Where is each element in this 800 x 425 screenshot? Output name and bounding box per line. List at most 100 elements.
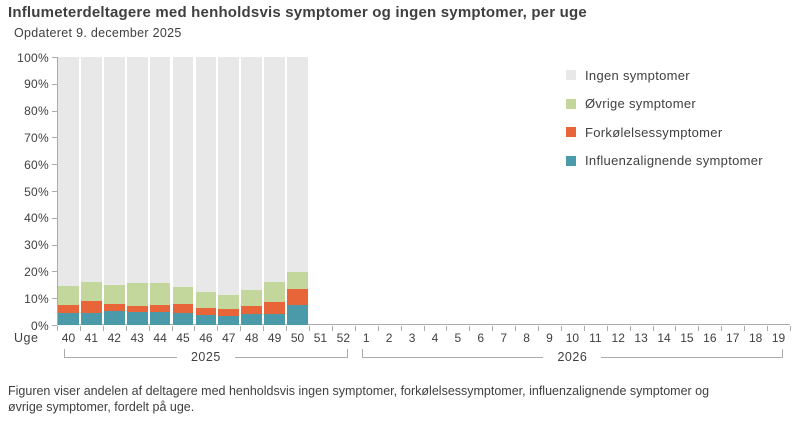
x-tick-label: 44	[153, 331, 167, 345]
legend-item: Ingen symptomer	[566, 67, 763, 83]
x-tick-mark	[652, 326, 654, 331]
x-tick-mark	[606, 326, 608, 331]
x-tick-label: 18	[748, 331, 763, 345]
x-tick-label: 13	[634, 331, 648, 345]
year-group-line	[601, 357, 782, 358]
bar-segment	[149, 283, 171, 305]
bar-segment	[195, 307, 217, 315]
x-tick-mark	[446, 326, 448, 331]
plot-area	[57, 57, 790, 325]
legend-label: Øvrige symptomer	[585, 96, 696, 111]
chart-title: Influmeterdeltagere med henholdsvis symp…	[8, 4, 587, 21]
bar-segment	[81, 312, 102, 325]
y-tick-label: 50%	[24, 184, 49, 199]
x-tick-label: 5	[454, 331, 462, 345]
year-group-end-tick	[64, 349, 65, 358]
y-tick-mark	[52, 83, 57, 85]
x-tick-mark	[79, 326, 81, 331]
x-tick-mark	[217, 326, 219, 331]
x-tick-label: 10	[565, 331, 580, 345]
chart-subtitle: Opdateret 9. december 2025	[14, 26, 182, 40]
x-tick-mark	[263, 326, 265, 331]
bar-segment	[172, 287, 194, 305]
bar-segment	[58, 312, 79, 325]
x-tick-label: 3	[408, 331, 416, 345]
x-tick-mark	[423, 326, 425, 331]
x-tick-label: 51	[313, 331, 328, 345]
bar-segment	[58, 304, 79, 313]
y-tick-label: 100%	[17, 50, 49, 65]
x-tick-label: 12	[611, 331, 625, 345]
y-tick-label: 60%	[24, 157, 49, 172]
x-tick-mark	[790, 326, 791, 331]
bar-segment	[81, 300, 102, 313]
bar-segment	[264, 282, 285, 302]
y-tick-mark	[52, 298, 57, 300]
x-tick-label: 46	[199, 331, 213, 345]
x-tick-mark	[102, 326, 104, 331]
x-tick-label: 1	[362, 331, 370, 345]
legend-swatch-ingen-icon	[566, 70, 576, 80]
y-tick-mark	[52, 57, 57, 58]
legend: Ingen symptomer Øvrige symptomer Forkølels…	[566, 68, 763, 182]
bar-segment	[241, 314, 263, 325]
bar-segment	[241, 57, 263, 291]
bar-segment	[195, 291, 217, 308]
y-tick-label: 90%	[24, 77, 49, 92]
x-tick-label: 43	[130, 331, 144, 345]
bar-segment	[81, 57, 102, 283]
x-tick-mark	[148, 326, 150, 331]
x-tick-mark	[354, 326, 356, 331]
y-tick-label: 0%	[31, 318, 49, 333]
x-tick-mark	[286, 326, 288, 331]
x-tick-label: 49	[267, 331, 282, 345]
x-tick-label: 50	[290, 331, 305, 345]
x-tick-label: 14	[657, 331, 671, 345]
bar-segment	[126, 283, 148, 306]
x-tick-label: 17	[726, 331, 740, 345]
x-tick-label: 52	[336, 331, 350, 345]
bar-segment	[126, 57, 148, 284]
y-tick-mark	[52, 325, 57, 326]
x-tick-mark	[721, 326, 723, 331]
x-tick-label: 9	[546, 331, 553, 345]
y-tick-mark	[52, 271, 57, 273]
x-tick-mark	[308, 326, 310, 331]
year-group-line	[234, 357, 347, 358]
y-tick-mark	[52, 164, 57, 166]
legend-label: Ingen symptomer	[585, 67, 690, 83]
x-tick-label: 15	[680, 331, 694, 345]
x-tick-label: 16	[703, 331, 717, 345]
x-tick-mark	[698, 326, 700, 331]
bar-segment	[218, 315, 240, 325]
bar-segment	[103, 57, 125, 285]
x-tick-mark	[744, 326, 746, 331]
bar-segment	[126, 305, 148, 312]
x-tick-label: 45	[176, 331, 190, 345]
year-group-label: 2025	[59, 350, 353, 364]
y-tick-label: 20%	[24, 264, 49, 279]
bar-segment	[103, 310, 125, 325]
x-tick-mark	[331, 326, 333, 331]
bar-segment	[218, 294, 240, 310]
y-tick-label: 30%	[24, 238, 49, 253]
legend-item: Forkølelsessymptomer	[566, 125, 763, 140]
caption: Figuren viser andelen af deltagere med h…	[8, 384, 710, 414]
legend-swatch-influenza-icon	[566, 155, 576, 166]
x-tick-mark	[125, 326, 127, 331]
year-group-line	[362, 357, 544, 358]
x-tick-mark	[492, 326, 494, 331]
bar-segment	[264, 301, 285, 314]
bar-segment	[149, 57, 171, 284]
year-group: 2026	[357, 349, 788, 365]
x-tick-mark	[629, 326, 631, 331]
year-group-end-tick	[782, 349, 783, 358]
y-tick-mark	[52, 217, 57, 219]
x-tick-mark	[377, 326, 379, 331]
y-tick-mark	[52, 110, 57, 112]
bar-segment	[287, 304, 308, 325]
bar-segment	[218, 57, 240, 295]
x-tick-label: 48	[245, 331, 259, 345]
x-tick-label: 2	[385, 331, 393, 345]
